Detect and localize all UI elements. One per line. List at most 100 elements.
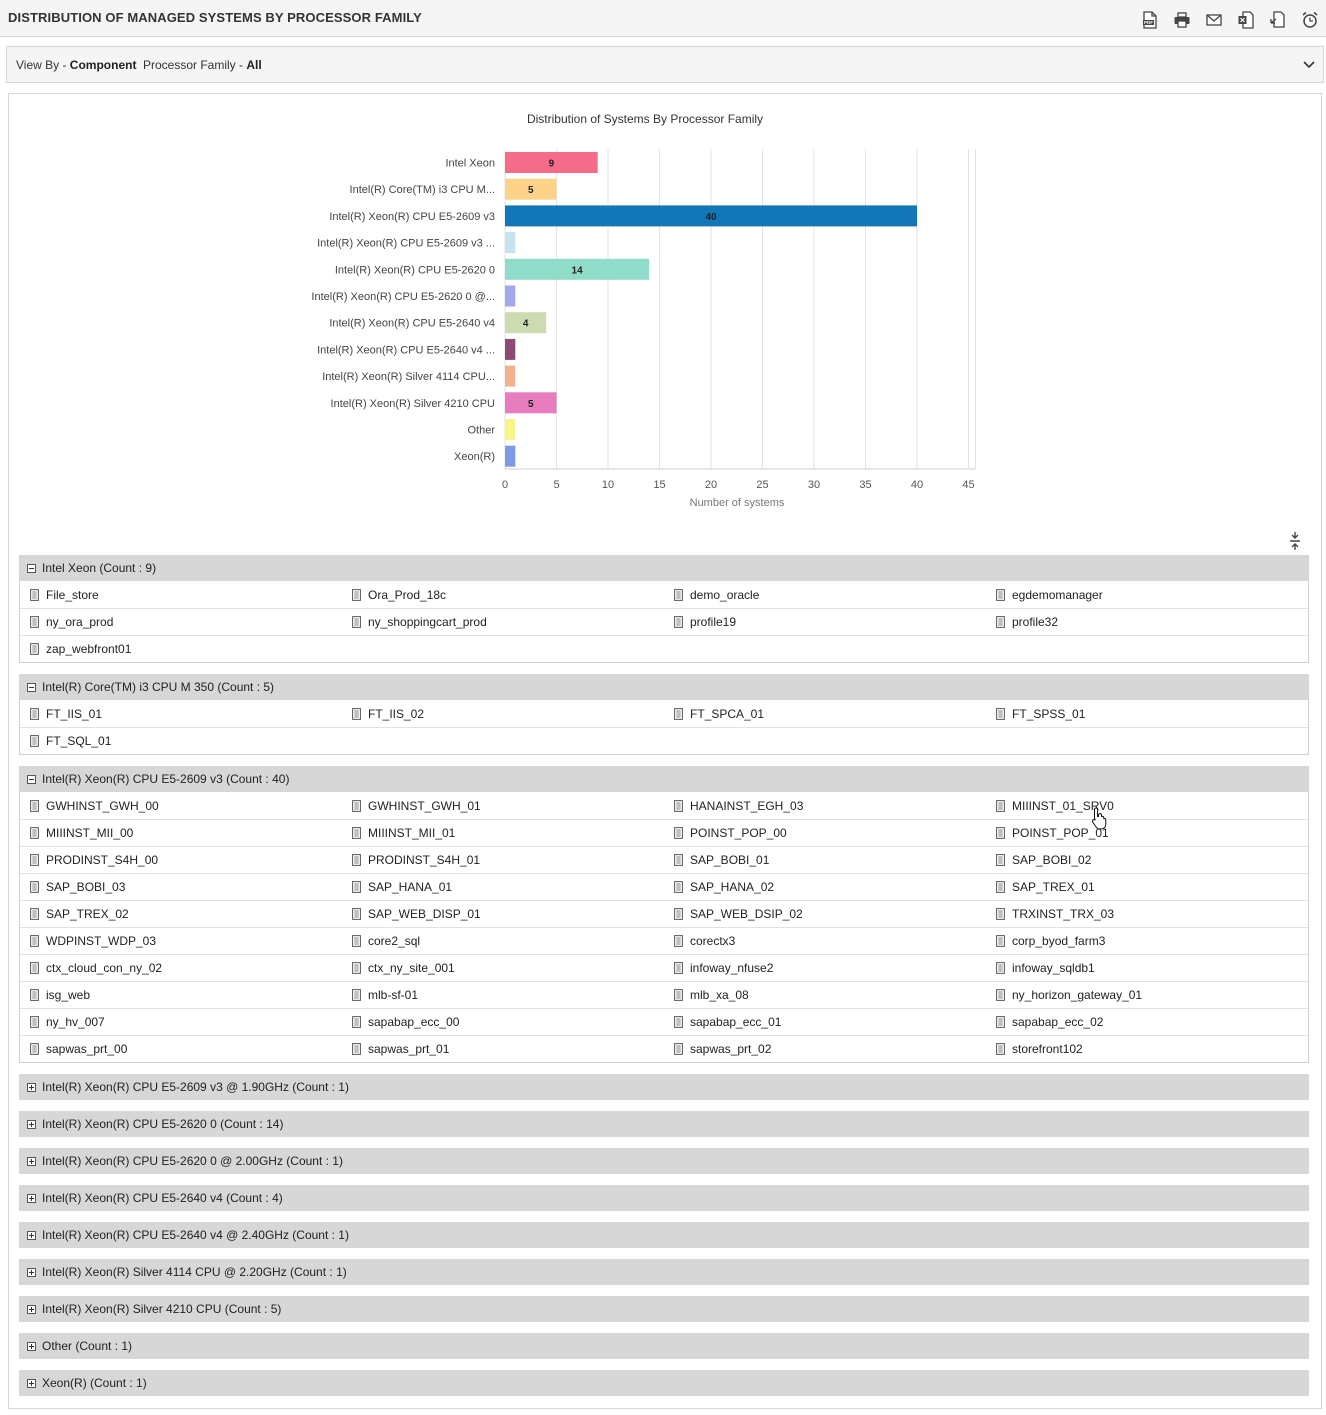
- system-item[interactable]: corectx3: [664, 928, 986, 954]
- system-item[interactable]: MIIINST_MII_01: [342, 820, 664, 846]
- bar[interactable]: [505, 285, 516, 307]
- system-item[interactable]: sapabap_ecc_01: [664, 1009, 986, 1035]
- alarm-clock-icon[interactable]: [1294, 9, 1326, 31]
- system-item[interactable]: sapwas_prt_00: [20, 1036, 342, 1062]
- bar[interactable]: [505, 232, 516, 254]
- bar[interactable]: [505, 338, 516, 360]
- collapse-icon[interactable]: [27, 563, 36, 573]
- bar[interactable]: [505, 419, 516, 440]
- system-item[interactable]: storefront102: [986, 1036, 1308, 1062]
- system-item[interactable]: MIIINST_MII_00: [20, 820, 342, 846]
- group-header[interactable]: Intel(R) Xeon(R) Silver 4210 CPU (Count …: [19, 1296, 1309, 1322]
- bar[interactable]: [505, 392, 557, 414]
- system-item[interactable]: SAP_BOBI_03: [20, 874, 342, 900]
- expand-icon[interactable]: [27, 1193, 36, 1203]
- system-item[interactable]: SAP_TREX_02: [20, 901, 342, 927]
- system-item[interactable]: FT_SQL_01: [20, 728, 342, 754]
- system-item[interactable]: ctx_cloud_con_ny_02: [20, 955, 342, 981]
- system-item[interactable]: sapabap_ecc_02: [986, 1009, 1308, 1035]
- expand-icon[interactable]: [27, 1267, 36, 1277]
- system-item[interactable]: POINST_POP_01: [986, 820, 1308, 846]
- collapse-all-icon[interactable]: [1287, 531, 1303, 551]
- expand-icon[interactable]: [27, 1119, 36, 1129]
- system-item[interactable]: ctx_ny_site_001: [342, 955, 664, 981]
- processor-family-filter[interactable]: Processor Family - All: [143, 58, 262, 72]
- view-by-filter[interactable]: View By - Component: [16, 58, 136, 72]
- excel-icon[interactable]: [1230, 9, 1262, 31]
- system-item[interactable]: FT_IIS_01: [20, 700, 342, 727]
- collapse-icon[interactable]: [27, 774, 36, 784]
- system-item[interactable]: PRODINST_S4H_01: [342, 847, 664, 873]
- system-item[interactable]: SAP_TREX_01: [986, 874, 1308, 900]
- group-header[interactable]: Other (Count : 1): [19, 1333, 1309, 1359]
- system-item[interactable]: isg_web: [20, 982, 342, 1008]
- group-header[interactable]: Intel(R) Xeon(R) Silver 4114 CPU @ 2.20G…: [19, 1259, 1309, 1285]
- system-item[interactable]: TRXINST_TRX_03: [986, 901, 1308, 927]
- group-header[interactable]: Intel(R) Xeon(R) CPU E5-2640 v4 (Count :…: [19, 1185, 1309, 1211]
- system-item[interactable]: Ora_Prod_18c: [342, 581, 664, 608]
- system-item[interactable]: ny_hv_007: [20, 1009, 342, 1035]
- system-item[interactable]: sapabap_ecc_00: [342, 1009, 664, 1035]
- system-item[interactable]: zap_webfront01: [20, 636, 342, 662]
- expand-icon[interactable]: [27, 1230, 36, 1240]
- mail-icon[interactable]: [1198, 9, 1230, 31]
- system-item[interactable]: FT_SPSS_01: [986, 700, 1308, 727]
- system-item[interactable]: sapwas_prt_01: [342, 1036, 664, 1062]
- system-item[interactable]: SAP_HANA_01: [342, 874, 664, 900]
- system-item[interactable]: SAP_BOBI_01: [664, 847, 986, 873]
- print-icon[interactable]: [1166, 9, 1198, 31]
- bar[interactable]: [505, 445, 516, 467]
- expand-icon[interactable]: [27, 1304, 36, 1314]
- bar[interactable]: [505, 178, 557, 200]
- system-item[interactable]: profile32: [986, 609, 1308, 635]
- group-header[interactable]: Intel(R) Xeon(R) CPU E5-2620 0 (Count : …: [19, 1111, 1309, 1137]
- system-item[interactable]: POINST_POP_00: [664, 820, 986, 846]
- bar[interactable]: [505, 312, 547, 334]
- bar[interactable]: [505, 365, 516, 387]
- system-item[interactable]: ny_ora_prod: [20, 609, 342, 635]
- system-item[interactable]: File_store: [20, 581, 342, 608]
- system-item[interactable]: infoway_sqldb1: [986, 955, 1308, 981]
- system-item[interactable]: infoway_nfuse2: [664, 955, 986, 981]
- system-item[interactable]: SAP_BOBI_02: [986, 847, 1308, 873]
- group-header[interactable]: Intel(R) Core(TM) i3 CPU M 350 (Count : …: [19, 674, 1309, 700]
- system-item[interactable]: GWHINST_GWH_00: [20, 792, 342, 819]
- system-item[interactable]: core2_sql: [342, 928, 664, 954]
- system-item[interactable]: SAP_WEB_DSIP_02: [664, 901, 986, 927]
- system-item[interactable]: MIIINST_01_SRV0: [986, 792, 1308, 819]
- system-item[interactable]: SAP_HANA_02: [664, 874, 986, 900]
- expand-icon[interactable]: [27, 1341, 36, 1351]
- system-item[interactable]: FT_IIS_02: [342, 700, 664, 727]
- bar[interactable]: [505, 152, 598, 173]
- chevron-down-icon[interactable]: [1301, 56, 1317, 72]
- expand-icon[interactable]: [27, 1156, 36, 1166]
- expand-icon[interactable]: [27, 1378, 36, 1388]
- group-header[interactable]: Intel(R) Xeon(R) CPU E5-2609 v3 @ 1.90GH…: [19, 1074, 1309, 1100]
- system-item[interactable]: PRODINST_S4H_00: [20, 847, 342, 873]
- export-icon[interactable]: [1262, 9, 1294, 31]
- system-item[interactable]: egdemomanager: [986, 581, 1308, 608]
- bar[interactable]: [505, 205, 917, 227]
- group-header[interactable]: Intel(R) Xeon(R) CPU E5-2640 v4 @ 2.40GH…: [19, 1222, 1309, 1248]
- system-item[interactable]: WDPINST_WDP_03: [20, 928, 342, 954]
- group-header[interactable]: Intel Xeon (Count : 9): [19, 555, 1309, 581]
- system-item[interactable]: ny_shoppingcart_prod: [342, 609, 664, 635]
- collapse-icon[interactable]: [27, 682, 36, 692]
- system-item[interactable]: profile19: [664, 609, 986, 635]
- filter-bar[interactable]: View By - Component Processor Family - A…: [6, 46, 1324, 83]
- system-item[interactable]: demo_oracle: [664, 581, 986, 608]
- bar[interactable]: [505, 258, 650, 280]
- group-header[interactable]: Xeon(R) (Count : 1): [19, 1370, 1309, 1396]
- system-item[interactable]: ny_horizon_gateway_01: [986, 982, 1308, 1008]
- system-item[interactable]: HANAINST_EGH_03: [664, 792, 986, 819]
- pdf-icon[interactable]: PDF: [1134, 9, 1166, 31]
- expand-icon[interactable]: [27, 1082, 36, 1092]
- system-item[interactable]: mlb_xa_08: [664, 982, 986, 1008]
- group-header[interactable]: Intel(R) Xeon(R) CPU E5-2620 0 @ 2.00GHz…: [19, 1148, 1309, 1174]
- system-item[interactable]: sapwas_prt_02: [664, 1036, 986, 1062]
- group-header[interactable]: Intel(R) Xeon(R) CPU E5-2609 v3 (Count :…: [19, 766, 1309, 792]
- system-item[interactable]: FT_SPCA_01: [664, 700, 986, 727]
- system-item[interactable]: mlb-sf-01: [342, 982, 664, 1008]
- system-item[interactable]: SAP_WEB_DISP_01: [342, 901, 664, 927]
- system-item[interactable]: GWHINST_GWH_01: [342, 792, 664, 819]
